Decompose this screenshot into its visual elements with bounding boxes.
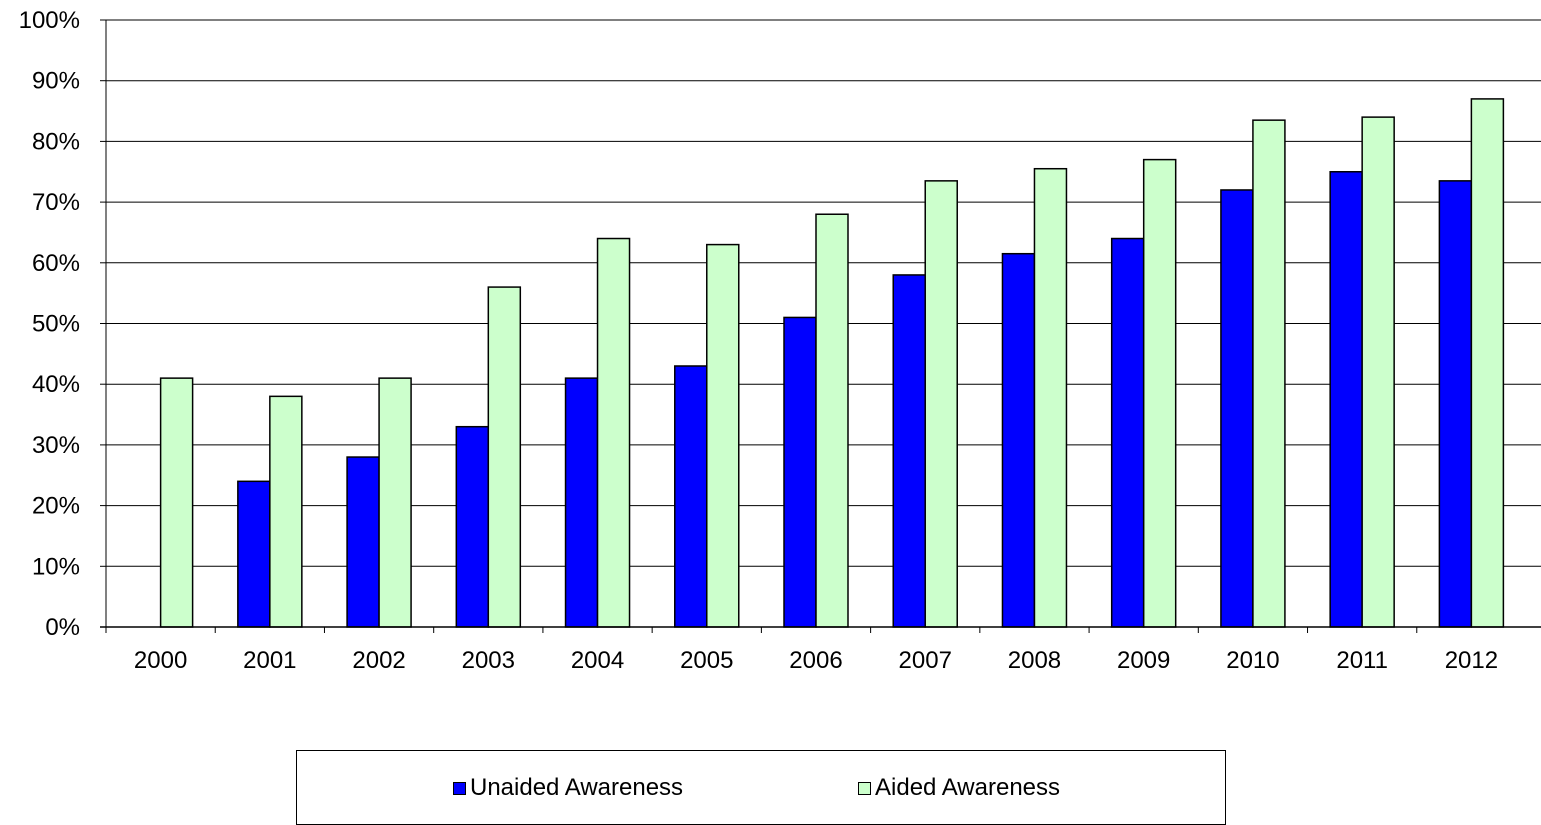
bar-unaided-awareness-2009 [1110, 237, 1145, 628]
bar-aided-awareness-2008 [1033, 167, 1068, 628]
x-tick-label: 2002 [352, 647, 405, 674]
bar-aided-awareness-2001 [269, 395, 303, 628]
x-tick-labels: 2000 2001 2002 2003 2004 2005 2006 2007 2008 2009… [134, 647, 1498, 674]
x-tick-label: 2003 [462, 647, 515, 674]
bar-aided-awareness-2012 [1470, 98, 1505, 628]
x-tick-label: 2000 [134, 647, 187, 674]
bar-unaided-awareness-2010 [1220, 189, 1254, 628]
y-tick-label: 40% [32, 371, 80, 398]
x-tick-label: 2007 [899, 647, 952, 674]
bar-aided-awareness-2011 [1361, 116, 1395, 628]
bar-aided-awareness-2010 [1252, 119, 1286, 628]
y-tick-label: 100% [19, 7, 80, 34]
y-tick-labels: 0% 10% 20% 30% 40% 50% 60% 70% 80% 90% 100% [19, 7, 80, 641]
x-tick-label: 2009 [1117, 647, 1170, 674]
bar-unaided-awareness-2003 [455, 425, 490, 628]
legend-item-unaided-awareness: Unaided Awareness [453, 773, 683, 803]
bar-unaided-awareness-2008 [1001, 252, 1036, 628]
legend-label-aided-awareness: Aided Awareness [875, 774, 1061, 801]
legend-swatch-unaided-awareness [453, 781, 466, 795]
bar-unaided-awareness-2012 [1438, 180, 1473, 628]
bar-unaided-awareness-2004 [564, 377, 599, 628]
bar-aided-awareness-2000 [159, 377, 194, 628]
bar-unaided-awareness-2006 [783, 316, 817, 628]
bars [159, 98, 1505, 628]
bar-chart: 0%10%20%30%40%50%60%70%80%90%100% 2000 20… [19, 7, 1541, 674]
y-tick-label: 70% [32, 189, 80, 216]
y-tick-label: 50% [32, 311, 80, 338]
x-tick-label: 2006 [789, 647, 842, 674]
bar-unaided-awareness-2005 [674, 365, 708, 628]
bar-aided-awareness-2009 [1142, 158, 1177, 628]
bar-aided-awareness-2003 [487, 286, 522, 628]
y-tick-label: 20% [32, 493, 80, 520]
legend-label-unaided-awareness: Unaided Awareness [470, 774, 684, 801]
bar-unaided-awareness-2011 [1329, 171, 1363, 628]
axes [100, 19, 1541, 633]
bar-aided-awareness-2006 [815, 213, 849, 628]
y-tick-label: 30% [32, 432, 80, 459]
x-tick-label: 2004 [571, 647, 624, 674]
x-tick-label: 2008 [1008, 647, 1061, 674]
legend: Unaided Awareness Aided Awareness [296, 750, 1226, 825]
bar-aided-awareness-2007 [924, 180, 958, 628]
bar-aided-awareness-2005 [706, 243, 740, 628]
bar-unaided-awareness-2002 [346, 456, 380, 628]
y-tick-label: 80% [32, 128, 80, 155]
y-tick-label: 10% [32, 553, 80, 580]
x-tick-label: 2005 [680, 647, 733, 674]
legend-item-aided-awareness: Aided Awareness [858, 773, 1060, 803]
x-tick-label: 2012 [1445, 647, 1498, 674]
x-tick-label: 2011 [1336, 647, 1388, 674]
y-tick-label: 60% [32, 250, 80, 277]
bar-aided-awareness-2004 [596, 237, 631, 628]
x-tick-label: 2010 [1226, 647, 1279, 674]
legend-swatch-aided-awareness [858, 781, 871, 795]
y-tick-label: 90% [32, 68, 80, 95]
x-tick-label: 2001 [243, 647, 296, 674]
y-tick-label: 0% [45, 614, 80, 641]
bar-unaided-awareness-2007 [892, 274, 926, 628]
bar-unaided-awareness-2001 [237, 480, 271, 628]
bar-aided-awareness-2002 [378, 377, 412, 628]
